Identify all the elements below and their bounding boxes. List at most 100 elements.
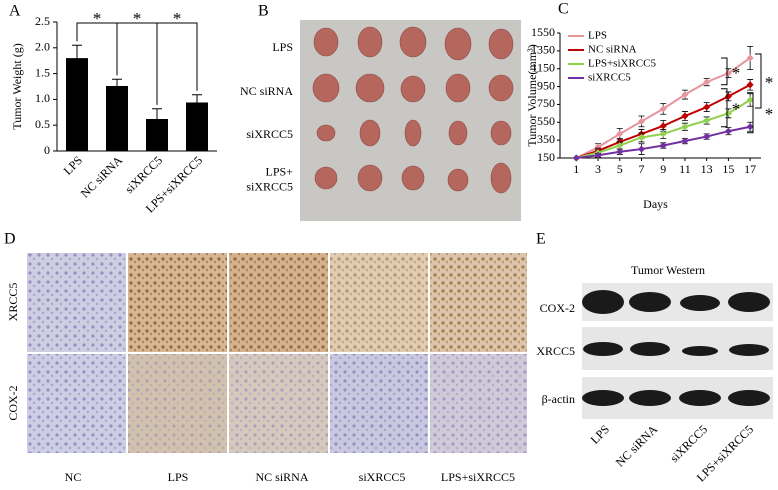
y-tick-label: 950 — [537, 78, 555, 92]
x-tick-label: 7 — [638, 162, 644, 176]
y-axis-label: Tumor Weight (g) — [10, 43, 24, 129]
bar — [146, 119, 168, 151]
bracket — [721, 57, 728, 86]
column-label: LPS — [168, 470, 189, 484]
marker — [616, 130, 624, 138]
western-blots — [582, 283, 773, 419]
band-label: β-actin — [542, 392, 575, 406]
marker — [681, 91, 689, 99]
y-tick-label: 750 — [537, 96, 555, 110]
marker — [637, 133, 646, 141]
x-tick-label: 9 — [660, 162, 666, 176]
row-label: LPS — [272, 40, 293, 54]
column-label: NC siRNA — [255, 470, 308, 484]
x-tick-label: 11 — [679, 162, 691, 176]
y-axis-label: Tumor Volume(mm³) — [525, 44, 539, 146]
marker — [724, 127, 732, 135]
x-tick-label: 13 — [701, 162, 713, 176]
row-label: siXRCC5 — [246, 179, 293, 193]
marker — [746, 96, 754, 104]
tumors — [312, 26, 514, 194]
band-label: XRCC5 — [536, 344, 575, 358]
marker — [681, 112, 689, 120]
error-bar — [152, 108, 162, 120]
error-bar — [112, 78, 122, 86]
marker — [659, 130, 667, 138]
bracket — [721, 88, 728, 128]
x-tick-label: 1 — [573, 162, 579, 176]
column-label: LPS+siXRCC5 — [441, 470, 515, 484]
y-tick-label: 1350 — [531, 43, 555, 57]
marker — [746, 54, 754, 62]
x-tick-label: 15 — [722, 162, 734, 176]
marker — [746, 81, 754, 89]
marker — [681, 123, 689, 131]
x-tick-label: 5 — [617, 162, 623, 176]
legend-label: NC siRNA — [588, 44, 637, 56]
annotation: * — [133, 9, 142, 28]
y-tick-label: 2.0 — [35, 40, 50, 54]
annotation: * — [765, 73, 774, 92]
lane-label: NC siRNA — [613, 422, 661, 470]
y-tick-label: 1150 — [531, 60, 555, 74]
marker — [616, 148, 624, 156]
marker — [703, 103, 711, 111]
y-tick-label: 0 — [44, 143, 50, 157]
annotation: * — [732, 100, 741, 119]
row-label: siXRCC5 — [246, 127, 293, 141]
marker — [703, 133, 711, 141]
marker — [681, 137, 689, 145]
panel-label: C — [558, 1, 569, 18]
annotation: * — [732, 63, 741, 82]
row-label: XRCC5 — [6, 283, 20, 322]
y-tick-label: 0.5 — [35, 117, 50, 131]
panel-label: D — [4, 231, 16, 248]
marker — [572, 154, 580, 162]
x-tick-label: 3 — [595, 162, 601, 176]
bar — [66, 58, 88, 152]
bracket — [747, 92, 754, 134]
y-tick-label: 1.5 — [35, 65, 50, 79]
column-label: siXRCC5 — [359, 470, 406, 484]
marker — [659, 122, 667, 130]
y-tick-label: 550 — [537, 114, 555, 128]
marker — [594, 151, 602, 159]
panel-label: B — [258, 3, 269, 20]
y-tick-label: 150 — [537, 150, 555, 164]
row-label: COX-2 — [6, 385, 20, 420]
annotation: * — [765, 105, 774, 124]
row-label: NC siRNA — [240, 84, 293, 98]
marker — [659, 141, 667, 150]
legend-label: LPS — [588, 30, 607, 42]
marker — [703, 116, 711, 125]
ihc-images — [27, 253, 527, 453]
x-axis-label: Days — [643, 197, 668, 211]
x-tick-label: NC siRNA — [78, 153, 126, 201]
bracket — [755, 53, 762, 109]
row-label: LPS+ — [266, 164, 294, 178]
marker — [659, 105, 667, 113]
bar — [186, 102, 208, 151]
y-tick-label: 2.5 — [35, 14, 50, 28]
y-tick-label: 1550 — [531, 25, 555, 39]
band-label: COX-2 — [540, 301, 575, 315]
x-tick-label: LPS — [61, 153, 86, 178]
error-bar — [192, 94, 202, 103]
lane-label: siXRCC5 — [667, 422, 710, 465]
lane-label: LPS — [588, 422, 613, 447]
y-tick-label: 350 — [537, 132, 555, 146]
column-label: NC — [65, 470, 82, 484]
error-bar — [72, 44, 82, 59]
bar — [106, 85, 128, 151]
panel-label: A — [9, 3, 21, 20]
legend-label: LPS+siXRCC5 — [588, 58, 656, 70]
bracket — [156, 22, 198, 105]
x-tick-label: 17 — [744, 162, 756, 176]
legend-label: siXRCC5 — [588, 72, 631, 84]
blot-title: Tumor Western — [631, 263, 705, 277]
y-tick-label: 1.0 — [35, 91, 50, 105]
panel-label: E — [536, 231, 546, 248]
marker — [616, 141, 624, 150]
annotation: * — [93, 9, 102, 28]
